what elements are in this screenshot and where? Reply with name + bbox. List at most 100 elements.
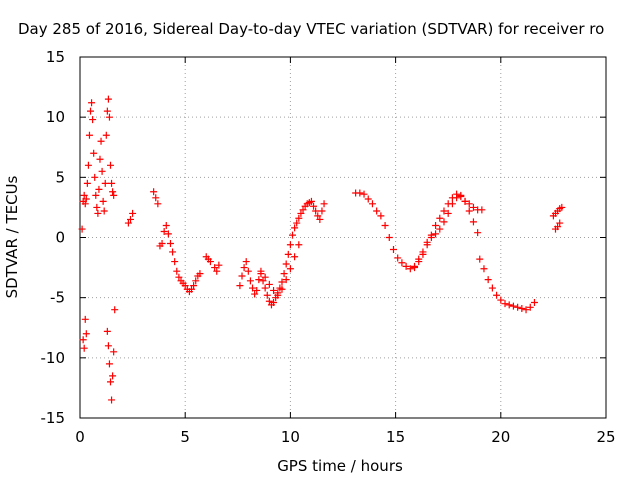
data-point [522, 306, 530, 314]
data-point [436, 225, 444, 233]
data-point [79, 336, 87, 344]
y-tick-label: 5 [55, 168, 65, 186]
data-point [476, 255, 484, 263]
data-point [518, 304, 526, 312]
data-point [154, 200, 162, 208]
data-point [448, 200, 456, 208]
data-series [411, 193, 486, 270]
data-point [110, 191, 118, 199]
data-point [291, 253, 299, 261]
data-point [188, 285, 196, 293]
data-point [82, 330, 90, 338]
data-point [385, 234, 393, 241]
data-point [261, 273, 269, 281]
x-tick-label: 0 [75, 428, 85, 446]
data-point [316, 215, 324, 223]
data-point [98, 167, 106, 175]
data-point [389, 246, 397, 254]
data-point [109, 372, 117, 380]
data-point [318, 207, 326, 215]
data-series [78, 95, 118, 233]
data-point [530, 298, 538, 306]
data-point [88, 99, 96, 107]
y-tick-label: -5 [50, 289, 65, 307]
data-point [87, 107, 95, 115]
y-tick-label: 0 [55, 229, 65, 247]
data-point [398, 259, 406, 267]
data-series [150, 188, 204, 296]
x-axis-label: GPS time / hours [277, 457, 403, 475]
data-point [293, 219, 301, 227]
data-point [111, 306, 119, 314]
data-point [554, 223, 562, 231]
data-point [282, 276, 290, 284]
data-point [469, 218, 477, 226]
data-point [440, 207, 448, 215]
data-point [356, 189, 364, 197]
data-point [97, 137, 105, 145]
data-point [444, 209, 452, 217]
data-point [432, 230, 440, 238]
y-tick-label: -15 [41, 409, 66, 427]
data-point [457, 193, 465, 201]
data-point [108, 396, 116, 404]
plot-frame [79, 56, 607, 419]
data-point [83, 179, 91, 187]
data-point [514, 303, 522, 311]
y-axis-label: SDTVAR / TECUs [3, 175, 21, 298]
data-point [213, 267, 221, 275]
data-point [190, 282, 198, 290]
data-point [110, 348, 118, 356]
data-point [360, 190, 368, 198]
x-tick-label: 5 [180, 428, 190, 446]
data-point [101, 179, 109, 187]
data-point [270, 298, 278, 306]
data-point [312, 207, 320, 215]
data-point [478, 206, 486, 214]
data-point [81, 315, 89, 323]
data-point [166, 240, 174, 248]
data-point [259, 277, 267, 285]
data-point [484, 276, 492, 284]
data-point [423, 238, 431, 246]
x-tick-label: 10 [281, 428, 300, 446]
data-point [493, 291, 501, 299]
data-point [415, 255, 423, 263]
data-point [181, 282, 189, 290]
data-point [253, 286, 261, 294]
data-point [81, 200, 89, 208]
data-series [476, 255, 538, 314]
data-point [162, 221, 170, 229]
data-point [103, 327, 111, 335]
data-point [284, 250, 292, 258]
data-point [192, 277, 200, 285]
data-point [310, 202, 318, 210]
data-point [497, 296, 505, 304]
data-point [406, 265, 414, 273]
data-point [82, 195, 90, 203]
data-point [295, 214, 303, 222]
data-point [469, 203, 477, 211]
data-point [411, 262, 419, 270]
data-point [246, 277, 254, 285]
data-point [160, 227, 168, 235]
data-point [80, 191, 88, 199]
data-point [206, 258, 214, 266]
data-point [164, 230, 172, 238]
data-point [280, 270, 288, 278]
data-point [278, 278, 286, 286]
chart-title: Day 285 of 2016, Sidereal Day-to-day VTE… [18, 20, 604, 38]
data-point [480, 265, 488, 273]
data-point [92, 191, 100, 199]
data-point [526, 303, 534, 311]
x-tick-label: 20 [491, 428, 510, 446]
data-point [196, 270, 204, 278]
data-point [99, 197, 107, 205]
data-point [265, 297, 273, 305]
data-point [427, 234, 435, 241]
data-point [103, 107, 111, 115]
data-point [158, 240, 166, 248]
data-point [242, 258, 250, 266]
data-point [299, 206, 307, 214]
data-point [373, 207, 381, 215]
